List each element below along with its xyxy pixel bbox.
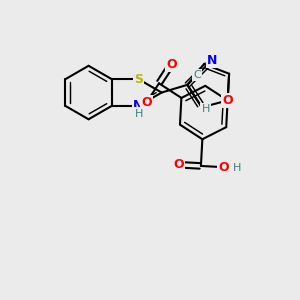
Text: N: N — [207, 54, 217, 67]
Text: H: H — [135, 109, 143, 118]
Text: O: O — [222, 94, 233, 107]
Text: O: O — [166, 58, 177, 71]
Text: C: C — [193, 70, 201, 80]
Text: S: S — [134, 73, 143, 86]
Text: H: H — [233, 163, 241, 173]
Text: O: O — [218, 161, 229, 174]
Text: O: O — [173, 158, 184, 171]
Text: O: O — [141, 96, 152, 109]
Text: H: H — [201, 104, 210, 114]
Text: N: N — [133, 99, 144, 112]
